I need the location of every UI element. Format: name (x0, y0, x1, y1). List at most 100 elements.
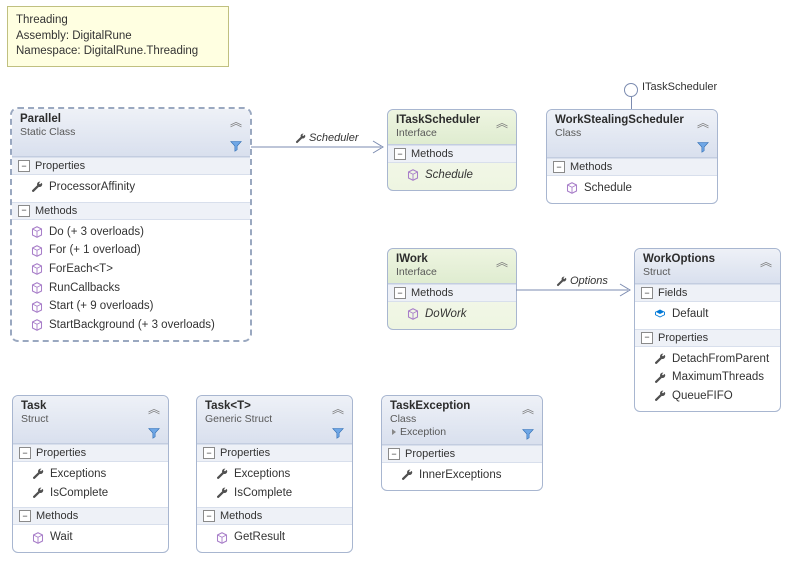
method-row[interactable]: Wait (19, 528, 162, 547)
property-row[interactable]: ProcessorAffinity (18, 178, 244, 197)
box-header[interactable]: Parallel Static Class ︽ (12, 109, 250, 157)
method-row[interactable]: Start (+ 9 overloads) (18, 297, 244, 316)
struct-box-task-t[interactable]: Task<T> Generic Struct ︽ − Properties Ex… (196, 395, 353, 553)
property-row[interactable]: IsComplete (19, 484, 162, 503)
section-toggle-icon[interactable]: − (641, 287, 653, 299)
method-row[interactable]: GetResult (203, 528, 346, 547)
member-label: Default (672, 306, 708, 323)
box-header[interactable]: TaskException Class Exception ︽ (382, 396, 542, 445)
section-toggle-icon[interactable]: − (19, 447, 31, 459)
filter-icon[interactable] (148, 427, 160, 439)
section-label: Methods (411, 148, 453, 160)
member-label: ProcessorAffinity (49, 179, 135, 196)
section-methods[interactable]: − Methods (197, 507, 352, 525)
collapse-icon[interactable]: ︽ (496, 114, 508, 131)
section-methods[interactable]: − Methods (388, 145, 516, 163)
box-subtitle: Interface (396, 127, 510, 139)
section-properties[interactable]: − Properties (382, 445, 542, 463)
method-icon (31, 532, 45, 544)
wrench-icon (295, 133, 306, 144)
interface-box-itaskscheduler[interactable]: ITaskScheduler Interface ︽ − Methods Sch… (387, 109, 517, 191)
property-row[interactable]: Exceptions (203, 465, 346, 484)
struct-box-workoptions[interactable]: WorkOptions Struct ︽ − Fields Default − … (634, 248, 781, 412)
lollipop-circle-icon (624, 83, 638, 97)
section-toggle-icon[interactable]: − (19, 510, 31, 522)
box-subtitle: Class Exception (390, 413, 536, 438)
section-fields[interactable]: − Fields (635, 284, 780, 302)
section-label: Properties (658, 332, 708, 344)
section-label: Fields (658, 287, 687, 299)
method-row[interactable]: DoWork (394, 305, 510, 324)
section-properties[interactable]: − Properties (197, 444, 352, 462)
section-methods[interactable]: − Methods (12, 202, 250, 220)
method-row[interactable]: StartBackground (+ 3 overloads) (18, 316, 244, 335)
section-toggle-icon[interactable]: − (394, 287, 406, 299)
member-label: ForEach<T> (49, 261, 113, 278)
section-methods[interactable]: − Methods (388, 284, 516, 302)
box-header[interactable]: WorkStealingScheduler Class ︽ (547, 110, 717, 158)
collapse-icon[interactable]: ︽ (760, 253, 772, 270)
filter-icon[interactable] (332, 427, 344, 439)
method-row[interactable]: For (+ 1 overload) (18, 241, 244, 260)
property-row[interactable]: IsComplete (203, 484, 346, 503)
method-icon (30, 301, 44, 313)
collapse-icon[interactable]: ︽ (148, 400, 160, 417)
filter-icon[interactable] (230, 140, 242, 152)
box-header[interactable]: Task<T> Generic Struct ︽ (197, 396, 352, 444)
box-subtitle: Generic Struct (205, 413, 346, 425)
section-toggle-icon[interactable]: − (394, 148, 406, 160)
member-label: Do (+ 3 overloads) (49, 224, 144, 241)
section-label: Methods (35, 205, 77, 217)
section-properties[interactable]: − Properties (13, 444, 168, 462)
box-title: Task<T> (205, 400, 346, 412)
section-toggle-icon[interactable]: − (553, 161, 565, 173)
collapse-icon[interactable]: ︽ (496, 253, 508, 270)
section-toggle-icon[interactable]: − (388, 448, 400, 460)
struct-box-task[interactable]: Task Struct ︽ − Properties Exceptions Is… (12, 395, 169, 553)
method-row[interactable]: RunCallbacks (18, 279, 244, 298)
collapse-icon[interactable]: ︽ (230, 113, 242, 130)
property-row[interactable]: QueueFIFO (641, 387, 774, 406)
collapse-icon[interactable]: ︽ (522, 400, 534, 417)
box-header[interactable]: ITaskScheduler Interface ︽ (388, 110, 516, 145)
method-icon (406, 169, 420, 181)
method-row[interactable]: ForEach<T> (18, 260, 244, 279)
class-box-parallel[interactable]: Parallel Static Class ︽ − Properties Pro… (10, 107, 252, 342)
collapse-icon[interactable]: ︽ (332, 400, 344, 417)
box-title: Parallel (20, 113, 244, 125)
box-header[interactable]: Task Struct ︽ (13, 396, 168, 444)
field-row[interactable]: Default (641, 305, 774, 324)
section-toggle-icon[interactable]: − (641, 332, 653, 344)
field-icon (653, 308, 667, 320)
class-box-taskexception[interactable]: TaskException Class Exception ︽ − Proper… (381, 395, 543, 491)
section-methods[interactable]: − Methods (547, 158, 717, 176)
method-row[interactable]: Schedule (553, 179, 711, 198)
section-toggle-icon[interactable]: − (203, 510, 215, 522)
member-label: Start (+ 9 overloads) (49, 298, 154, 315)
section-label: Properties (220, 447, 270, 459)
box-header[interactable]: WorkOptions Struct ︽ (635, 249, 780, 284)
property-row[interactable]: InnerExceptions (388, 466, 536, 485)
collapse-icon[interactable]: ︽ (697, 114, 709, 131)
method-row[interactable]: Schedule (394, 166, 510, 185)
box-header[interactable]: IWork Interface ︽ (388, 249, 516, 284)
section-toggle-icon[interactable]: − (18, 160, 30, 172)
property-row[interactable]: MaximumThreads (641, 368, 774, 387)
section-methods[interactable]: − Methods (13, 507, 168, 525)
property-row[interactable]: Exceptions (19, 465, 162, 484)
interface-box-iwork[interactable]: IWork Interface ︽ − Methods DoWork (387, 248, 517, 330)
property-row[interactable]: DetachFromParent (641, 350, 774, 369)
connector-label: Options (556, 275, 608, 287)
class-box-workstealingscheduler[interactable]: WorkStealingScheduler Class ︽ − Methods … (546, 109, 718, 204)
wrench-icon (653, 353, 667, 365)
wrench-icon (30, 181, 44, 193)
section-toggle-icon[interactable]: − (18, 205, 30, 217)
section-properties[interactable]: − Properties (12, 157, 250, 175)
section-toggle-icon[interactable]: − (203, 447, 215, 459)
member-label: IsComplete (234, 485, 292, 502)
section-properties[interactable]: − Properties (635, 329, 780, 347)
interface-lollipop: ITaskScheduler (624, 83, 638, 109)
filter-icon[interactable] (697, 141, 709, 153)
method-row[interactable]: Do (+ 3 overloads) (18, 223, 244, 242)
filter-icon[interactable] (522, 428, 534, 440)
